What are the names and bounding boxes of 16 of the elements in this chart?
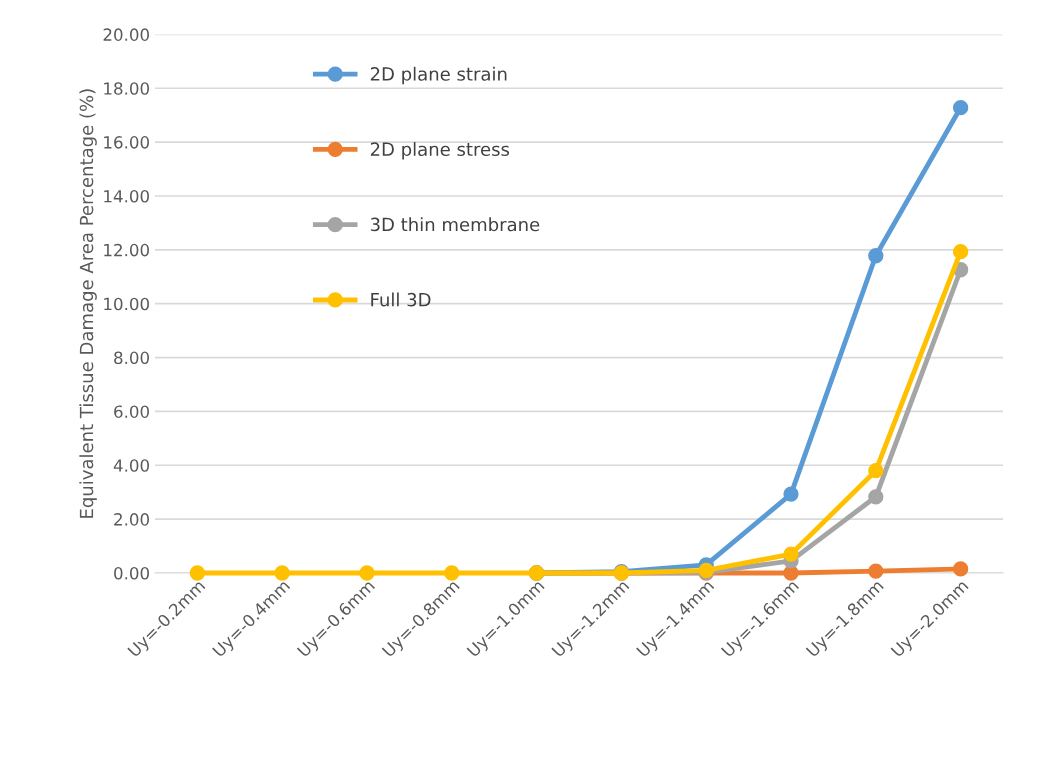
y-tick-label: 6.00 [114,405,149,418]
legend-label: 2D plane stress [370,142,510,160]
y-tick-label: 14.00 [104,189,149,203]
y-tick-label: 10.00 [104,297,149,311]
y-axis-title: Equivalent Tissue Damage Area Percentage (%) [79,89,97,518]
y-tick-label: 4.00 [113,459,149,472]
y-tick-label: 20.00 [103,28,149,41]
y-tick-label: 12.00 [104,243,149,257]
legend-label: Full 3D [371,292,431,307]
y-tick-label: 8.00 [114,351,149,365]
y-tick-label: 18.00 [104,82,149,95]
legend-label: 3D thin membrane [370,217,540,232]
y-tick-label: 16.00 [104,136,149,149]
y-tick-label: 2.00 [114,513,149,526]
y-tick-label: 0.00 [114,566,149,580]
legend-label: 2D plane strain [370,66,507,85]
